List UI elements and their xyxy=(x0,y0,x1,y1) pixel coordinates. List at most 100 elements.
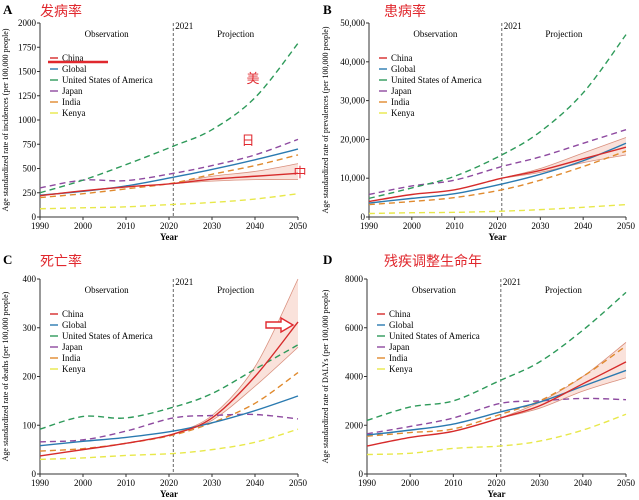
y-tick-label: 1250 xyxy=(18,91,37,101)
series-line-kenya xyxy=(39,428,299,461)
observation-label: Observation xyxy=(413,29,457,39)
series-line-global xyxy=(368,142,627,204)
legend-label: United States of America xyxy=(391,75,482,85)
series-line-kenya xyxy=(366,413,627,456)
series-line-global xyxy=(366,369,627,436)
legend-label: Japan xyxy=(62,86,83,96)
china-uncertainty-band xyxy=(500,342,626,418)
legend-label: India xyxy=(391,97,410,107)
x-tick-label: 2050 xyxy=(289,478,308,488)
series-line-global xyxy=(39,395,299,447)
legend-label: China xyxy=(62,53,84,63)
y-tick-label: 250 xyxy=(23,188,37,198)
y-tick-label: 4000 xyxy=(345,372,364,382)
y-tick-label: 0 xyxy=(361,212,366,222)
legend-label: United States of America xyxy=(62,75,153,85)
y-tick-label: 10,000 xyxy=(340,173,365,183)
y-tick-label: 750 xyxy=(23,139,37,149)
panel-d: D 残疾调整生命年 0 2000 4000 6000 8000 1990 2000 2010 202… xyxy=(321,252,636,499)
legend-label: Global xyxy=(389,320,414,330)
panel-letter: D xyxy=(323,252,332,267)
series-line-japan xyxy=(39,138,299,189)
x-tick-label: 2040 xyxy=(574,478,593,488)
legend-label: Global xyxy=(62,320,87,330)
legend-label: China xyxy=(62,309,84,319)
legend-label: India xyxy=(62,353,81,363)
legend-label: United States of America xyxy=(62,331,153,341)
legend-label: China xyxy=(391,53,413,63)
x-tick-label: 2050 xyxy=(289,221,308,231)
panel-a: A 发病率 0 250 500 750 1000 1250 1500 1750 2000 1990 20… xyxy=(1,2,308,242)
panel-letter: C xyxy=(3,252,12,267)
x-tick-label: 2000 xyxy=(74,478,93,488)
panel-cn-title: 发病率 xyxy=(40,3,82,20)
y-axis-label: Age standardized rate of prevalences (pe… xyxy=(321,26,330,213)
legend-label: Kenya xyxy=(62,364,86,374)
x-tick-label: 1990 xyxy=(360,221,379,231)
x-tick-label: 2010 xyxy=(117,478,136,488)
series-line-japan xyxy=(39,413,299,443)
x-tick-label: 2010 xyxy=(446,221,465,231)
series-line-japan xyxy=(366,397,627,435)
x-tick-label: 1990 xyxy=(31,221,50,231)
x-tick-label: 2000 xyxy=(403,221,422,231)
china-lower-bound xyxy=(500,377,627,419)
x-tick-label: 2020 xyxy=(489,221,508,231)
panel-letter: A xyxy=(3,2,13,17)
series-line-kenya xyxy=(368,203,627,215)
series-line-kenya xyxy=(39,193,299,210)
china-lower-bound xyxy=(173,179,299,184)
projection-label: Projection xyxy=(217,285,254,295)
x-tick-label: 2020 xyxy=(488,478,507,488)
divider-label: 2021 xyxy=(504,21,522,31)
series-line-india xyxy=(366,345,627,437)
country-annotation: 日 xyxy=(241,134,254,149)
legend-label: Global xyxy=(391,64,416,74)
y-tick-label: 2000 xyxy=(345,420,364,430)
arrow-icon xyxy=(265,316,295,334)
series-line-united-states-of-america xyxy=(39,344,299,430)
x-tick-label: 2010 xyxy=(444,478,463,488)
y-tick-label: 0 xyxy=(359,469,364,479)
x-axis-label: Year xyxy=(160,489,178,499)
y-tick-label: 1000 xyxy=(18,115,37,125)
y-tick-label: 50,000 xyxy=(340,18,365,28)
divider-label: 2021 xyxy=(175,277,193,287)
y-tick-label: 200 xyxy=(23,372,37,382)
y-tick-label: 1750 xyxy=(18,42,37,52)
x-tick-label: 2030 xyxy=(531,478,550,488)
series-line-china xyxy=(39,172,299,197)
x-axis-label: Year xyxy=(489,232,507,242)
legend-label: Kenya xyxy=(62,108,86,118)
legend-label: Japan xyxy=(391,86,412,96)
x-tick-label: 2010 xyxy=(117,221,136,231)
y-tick-label: 400 xyxy=(23,274,37,284)
x-tick-label: 1990 xyxy=(358,478,377,488)
y-tick-label: 1500 xyxy=(18,67,37,77)
legend-label: Japan xyxy=(389,342,410,352)
legend-label: United States of America xyxy=(389,331,480,341)
y-tick-label: 2000 xyxy=(18,18,37,28)
projection-label: Projection xyxy=(217,29,254,39)
y-tick-label: 500 xyxy=(23,164,37,174)
y-axis-label: Age standardized rate of deaths (per 100… xyxy=(1,291,10,461)
x-tick-label: 2050 xyxy=(617,221,636,231)
divider-label: 2021 xyxy=(503,277,521,287)
series-line-china xyxy=(368,146,627,203)
x-tick-label: 2020 xyxy=(160,221,179,231)
panel-cn-title: 患病率 xyxy=(384,3,426,20)
series-line-japan xyxy=(368,129,627,196)
series-line-india xyxy=(39,372,299,452)
x-axis-label: Year xyxy=(488,489,506,499)
x-tick-label: 2040 xyxy=(574,221,593,231)
china-uncertainty-band xyxy=(501,137,626,179)
country-annotation: 中 xyxy=(293,166,306,181)
x-axis-label: Year xyxy=(160,232,178,242)
x-tick-label: 2040 xyxy=(246,478,265,488)
y-tick-label: 20,000 xyxy=(340,134,365,144)
y-tick-label: 100 xyxy=(23,420,37,430)
x-tick-label: 1990 xyxy=(31,478,50,488)
x-tick-label: 2030 xyxy=(203,478,222,488)
y-axis-label: Age standardized rate of DALYs (per 100,… xyxy=(321,289,330,463)
